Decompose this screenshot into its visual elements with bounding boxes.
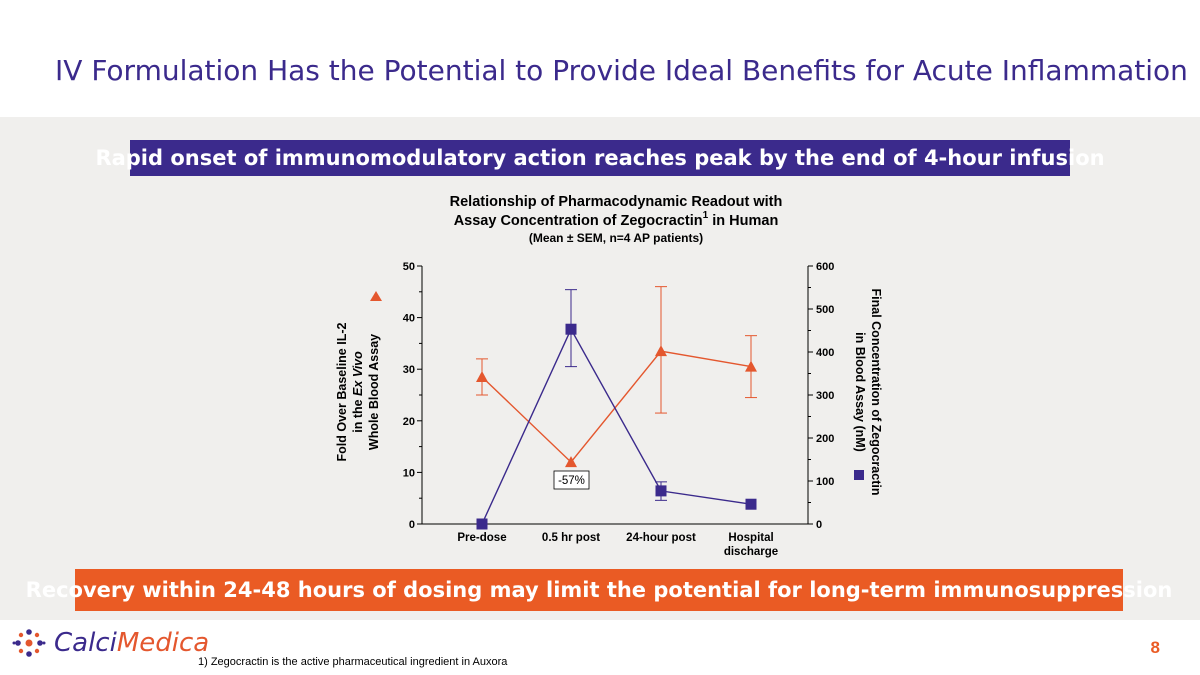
right-tick-label: 200 <box>816 433 834 445</box>
right-tick-label: 100 <box>816 476 834 488</box>
left-y-label-italic: Ex Vivo <box>351 351 365 396</box>
left-y-label-line1: Fold Over Baseline IL-2 <box>335 322 349 461</box>
left-y-label-line2: in the Ex Vivo <box>351 351 365 433</box>
logo-text-main: Calci <box>54 628 117 658</box>
chart-title-superscript: 1 <box>703 210 709 221</box>
x-category-label: 0.5 hr post <box>542 532 600 544</box>
data-point-triangle <box>565 456 577 468</box>
right-tick-label: 300 <box>816 390 834 402</box>
data-point-triangle <box>476 370 488 382</box>
data-point-square <box>655 485 667 497</box>
data-point-square <box>565 323 577 335</box>
chart-subtitle: (Mean ± SEM, n=4 AP patients) <box>529 231 703 245</box>
legend-square-marker <box>854 470 864 480</box>
left-tick-label: 30 <box>403 364 415 376</box>
left-tick-label: 10 <box>403 467 415 479</box>
chart-title-line1: Relationship of Pharmacodynamic Readout … <box>450 194 783 210</box>
data-point-square <box>745 498 757 510</box>
data-point-square <box>476 518 488 530</box>
data-point-triangle <box>655 345 667 357</box>
logo-wordmark: CalciMedica <box>54 628 209 658</box>
left-tick-label: 0 <box>409 519 415 531</box>
right-tick-label: 400 <box>816 347 834 359</box>
x-category-label: Pre-dose <box>457 532 506 544</box>
chart-title-line2-main: Assay Concentration of Zegocractin <box>454 213 703 229</box>
logo-dots-icon <box>12 629 46 657</box>
x-category-label: Hospital <box>728 532 773 544</box>
left-tick-label: 50 <box>403 261 415 273</box>
x-category-label: 24-hour post <box>626 532 696 544</box>
legend-triangle-marker <box>370 291 382 301</box>
chart-title-line2: Assay Concentration of Zegocractin1 in H… <box>454 210 779 229</box>
chart-title-line2-end: in Human <box>708 213 778 229</box>
right-tick-label: 0 <box>816 519 822 531</box>
right-y-label-line2: in Blood Assay (nM) <box>853 332 867 452</box>
annotation-label: -57% <box>558 475 585 487</box>
content-panel <box>0 117 1200 620</box>
page-title: IV Formulation Has the Potential to Prov… <box>55 54 1188 87</box>
data-point-triangle <box>745 360 757 372</box>
left-tick-label: 20 <box>403 416 415 428</box>
company-logo: CalciMedica <box>12 626 209 660</box>
annotation-box <box>553 470 590 490</box>
right-tick-label: 500 <box>816 304 834 316</box>
page-number: 8 <box>1150 638 1160 657</box>
footnote: 1) Zegocractin is the active pharmaceuti… <box>198 656 508 668</box>
series-line-square <box>481 327 752 525</box>
left-y-label-prefix: in the <box>351 396 365 433</box>
logo-text-accent: Medica <box>116 628 210 658</box>
bottom-banner: Recovery within 24-48 hours of dosing ma… <box>26 569 1172 611</box>
left-tick-label: 40 <box>403 313 415 325</box>
series-line-triangle <box>481 350 752 464</box>
right-tick-label: 600 <box>816 261 834 273</box>
left-y-label-line3: Whole Blood Assay <box>367 334 381 450</box>
top-banner: Rapid onset of immunomodulatory action r… <box>95 140 1105 176</box>
x-category-label: discharge <box>724 546 778 558</box>
right-y-label-line1: Final Concentration of Zegocractin <box>869 289 883 496</box>
